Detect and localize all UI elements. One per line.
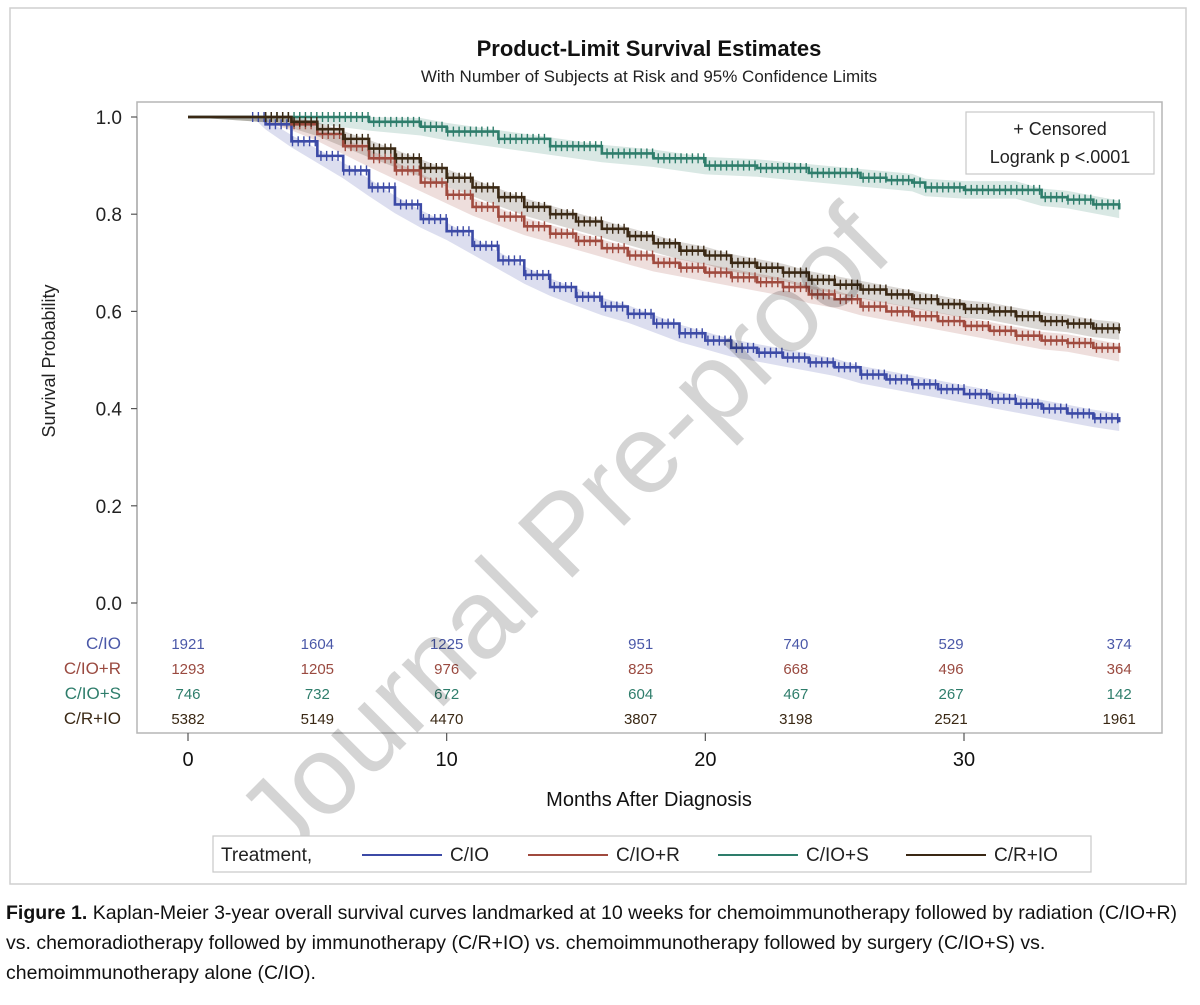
at-risk-count: 374 [1107, 636, 1132, 653]
legend-label: C/IO+S [806, 845, 869, 866]
at-risk-table: C/IO 1921 1604 1225 951 740 529 374 C/IO+R 1293 12… [64, 634, 1136, 728]
at-risk-count: 1225 [430, 636, 463, 653]
at-risk-count: 825 [628, 661, 653, 678]
at-risk-count: 1604 [301, 636, 334, 653]
y-axis: 0.0 0.2 0.4 0.6 0.8 1.0 [96, 108, 138, 615]
at-risk-count: 740 [783, 636, 808, 653]
at-risk-row-label: C/IO+S [65, 684, 121, 703]
x-tick-label: 10 [436, 749, 458, 771]
at-risk-count: 142 [1107, 686, 1132, 703]
x-tick-label: 0 [182, 749, 193, 771]
at-risk-count: 1921 [171, 636, 204, 653]
at-risk-count: 529 [939, 636, 964, 653]
censored-legend-text: + Censored [1013, 119, 1107, 139]
at-risk-count: 2521 [934, 711, 967, 728]
logrank-text: Logrank p <.0001 [990, 147, 1131, 167]
x-tick-label: 20 [694, 749, 716, 771]
at-risk-count: 3198 [779, 711, 812, 728]
y-tick-label: 0.0 [96, 594, 122, 615]
legend-label: C/R+IO [994, 845, 1058, 866]
inset-legend-box [965, 111, 1155, 175]
at-risk-count: 467 [783, 686, 808, 703]
x-axis: 0 10 20 30 [182, 733, 975, 771]
y-tick-label: 0.8 [96, 205, 122, 226]
at-risk-count: 604 [628, 686, 653, 703]
x-axis-label: Months After Diagnosis [546, 789, 752, 811]
at-risk-count: 976 [434, 661, 459, 678]
at-risk-count: 668 [783, 661, 808, 678]
at-risk-count: 5149 [301, 711, 334, 728]
at-risk-row-label: C/IO [86, 634, 121, 653]
legend-label: C/IO+R [616, 845, 680, 866]
x-tick-label: 30 [953, 749, 975, 771]
y-tick-label: 0.2 [96, 497, 122, 518]
inset-legend: + Censored Logrank p <.0001 [965, 111, 1155, 175]
at-risk-count: 5382 [171, 711, 204, 728]
series-legend: Treatment, C/IO C/IO+R C/IO+S C/R+IO [212, 835, 1092, 873]
at-risk-count: 3807 [624, 711, 657, 728]
caption-label: Figure 1. [6, 902, 88, 924]
at-risk-count: 732 [305, 686, 330, 703]
y-tick-label: 0.6 [96, 302, 122, 323]
chart-title: Product-Limit Survival Estimates [477, 36, 822, 61]
legend-title: Treatment, [221, 845, 312, 866]
at-risk-count: 1293 [171, 661, 204, 678]
at-risk-row-label: C/IO+R [64, 659, 121, 678]
at-risk-count: 496 [939, 661, 964, 678]
at-risk-row-label: C/R+IO [64, 709, 121, 728]
survival-curves [188, 112, 1121, 424]
at-risk-count: 746 [175, 686, 200, 703]
at-risk-count: 364 [1107, 661, 1132, 678]
y-axis-label: Survival Probability [39, 284, 59, 437]
at-risk-count: 4470 [430, 711, 463, 728]
legend-label: C/IO [450, 845, 489, 866]
at-risk-count: 951 [628, 636, 653, 653]
at-risk-count: 1205 [301, 661, 334, 678]
y-tick-label: 1.0 [96, 108, 122, 129]
at-risk-count: 672 [434, 686, 459, 703]
figure-caption: Figure 1. Kaplan-Meier 3-year overall su… [6, 898, 1196, 988]
caption-text: Kaplan-Meier 3-year overall survival cur… [6, 902, 1178, 984]
at-risk-count: 267 [939, 686, 964, 703]
at-risk-count: 1961 [1103, 711, 1136, 728]
chart-subtitle: With Number of Subjects at Risk and 95% … [421, 67, 877, 86]
y-tick-label: 0.4 [96, 400, 123, 421]
